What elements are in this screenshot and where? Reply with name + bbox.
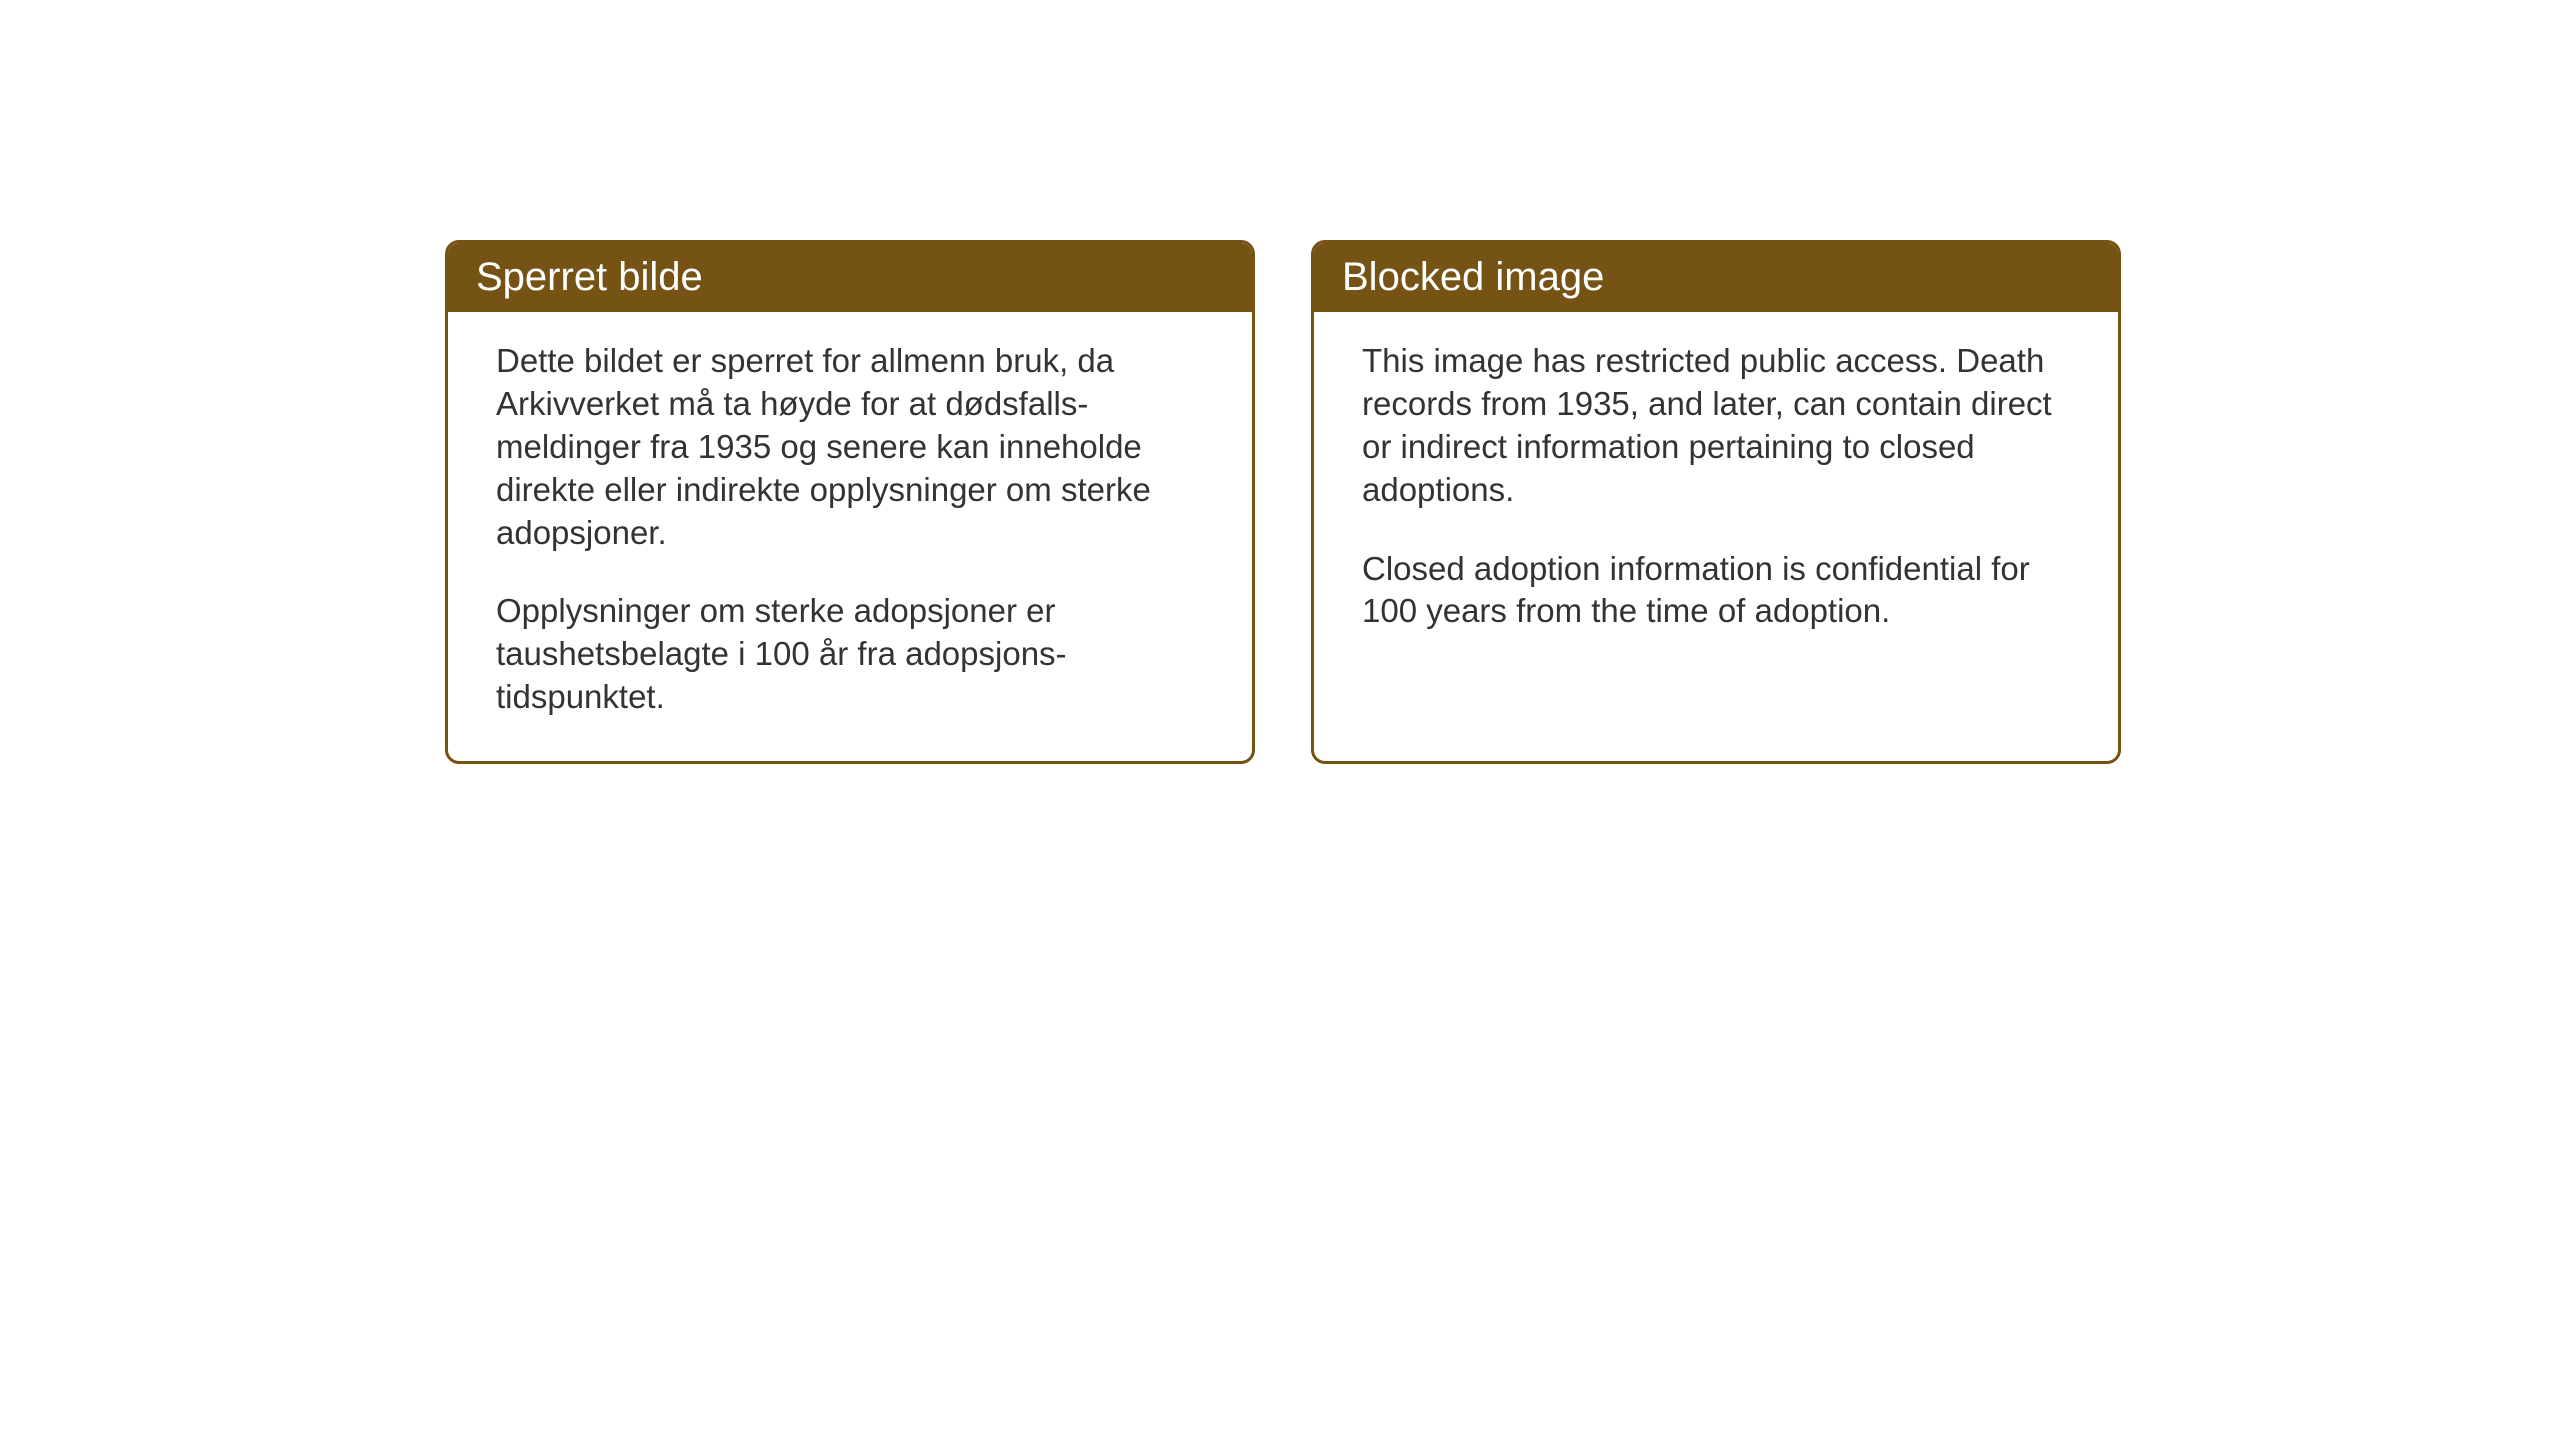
card-title-english: Blocked image	[1342, 255, 1604, 299]
card-paragraph-1-norwegian: Dette bildet er sperret for allmenn bruk…	[496, 340, 1204, 554]
card-paragraph-2-english: Closed adoption information is confident…	[1362, 548, 2070, 634]
notice-card-norwegian: Sperret bilde Dette bildet er sperret fo…	[445, 240, 1255, 764]
card-header-english: Blocked image	[1314, 243, 2118, 312]
card-title-norwegian: Sperret bilde	[476, 255, 703, 299]
card-header-norwegian: Sperret bilde	[448, 243, 1252, 312]
card-body-norwegian: Dette bildet er sperret for allmenn bruk…	[448, 312, 1252, 761]
notice-cards-container: Sperret bilde Dette bildet er sperret fo…	[445, 240, 2121, 764]
card-body-english: This image has restricted public access.…	[1314, 312, 2118, 675]
notice-card-english: Blocked image This image has restricted …	[1311, 240, 2121, 764]
card-paragraph-1-english: This image has restricted public access.…	[1362, 340, 2070, 512]
card-paragraph-2-norwegian: Opplysninger om sterke adopsjoner er tau…	[496, 590, 1204, 719]
